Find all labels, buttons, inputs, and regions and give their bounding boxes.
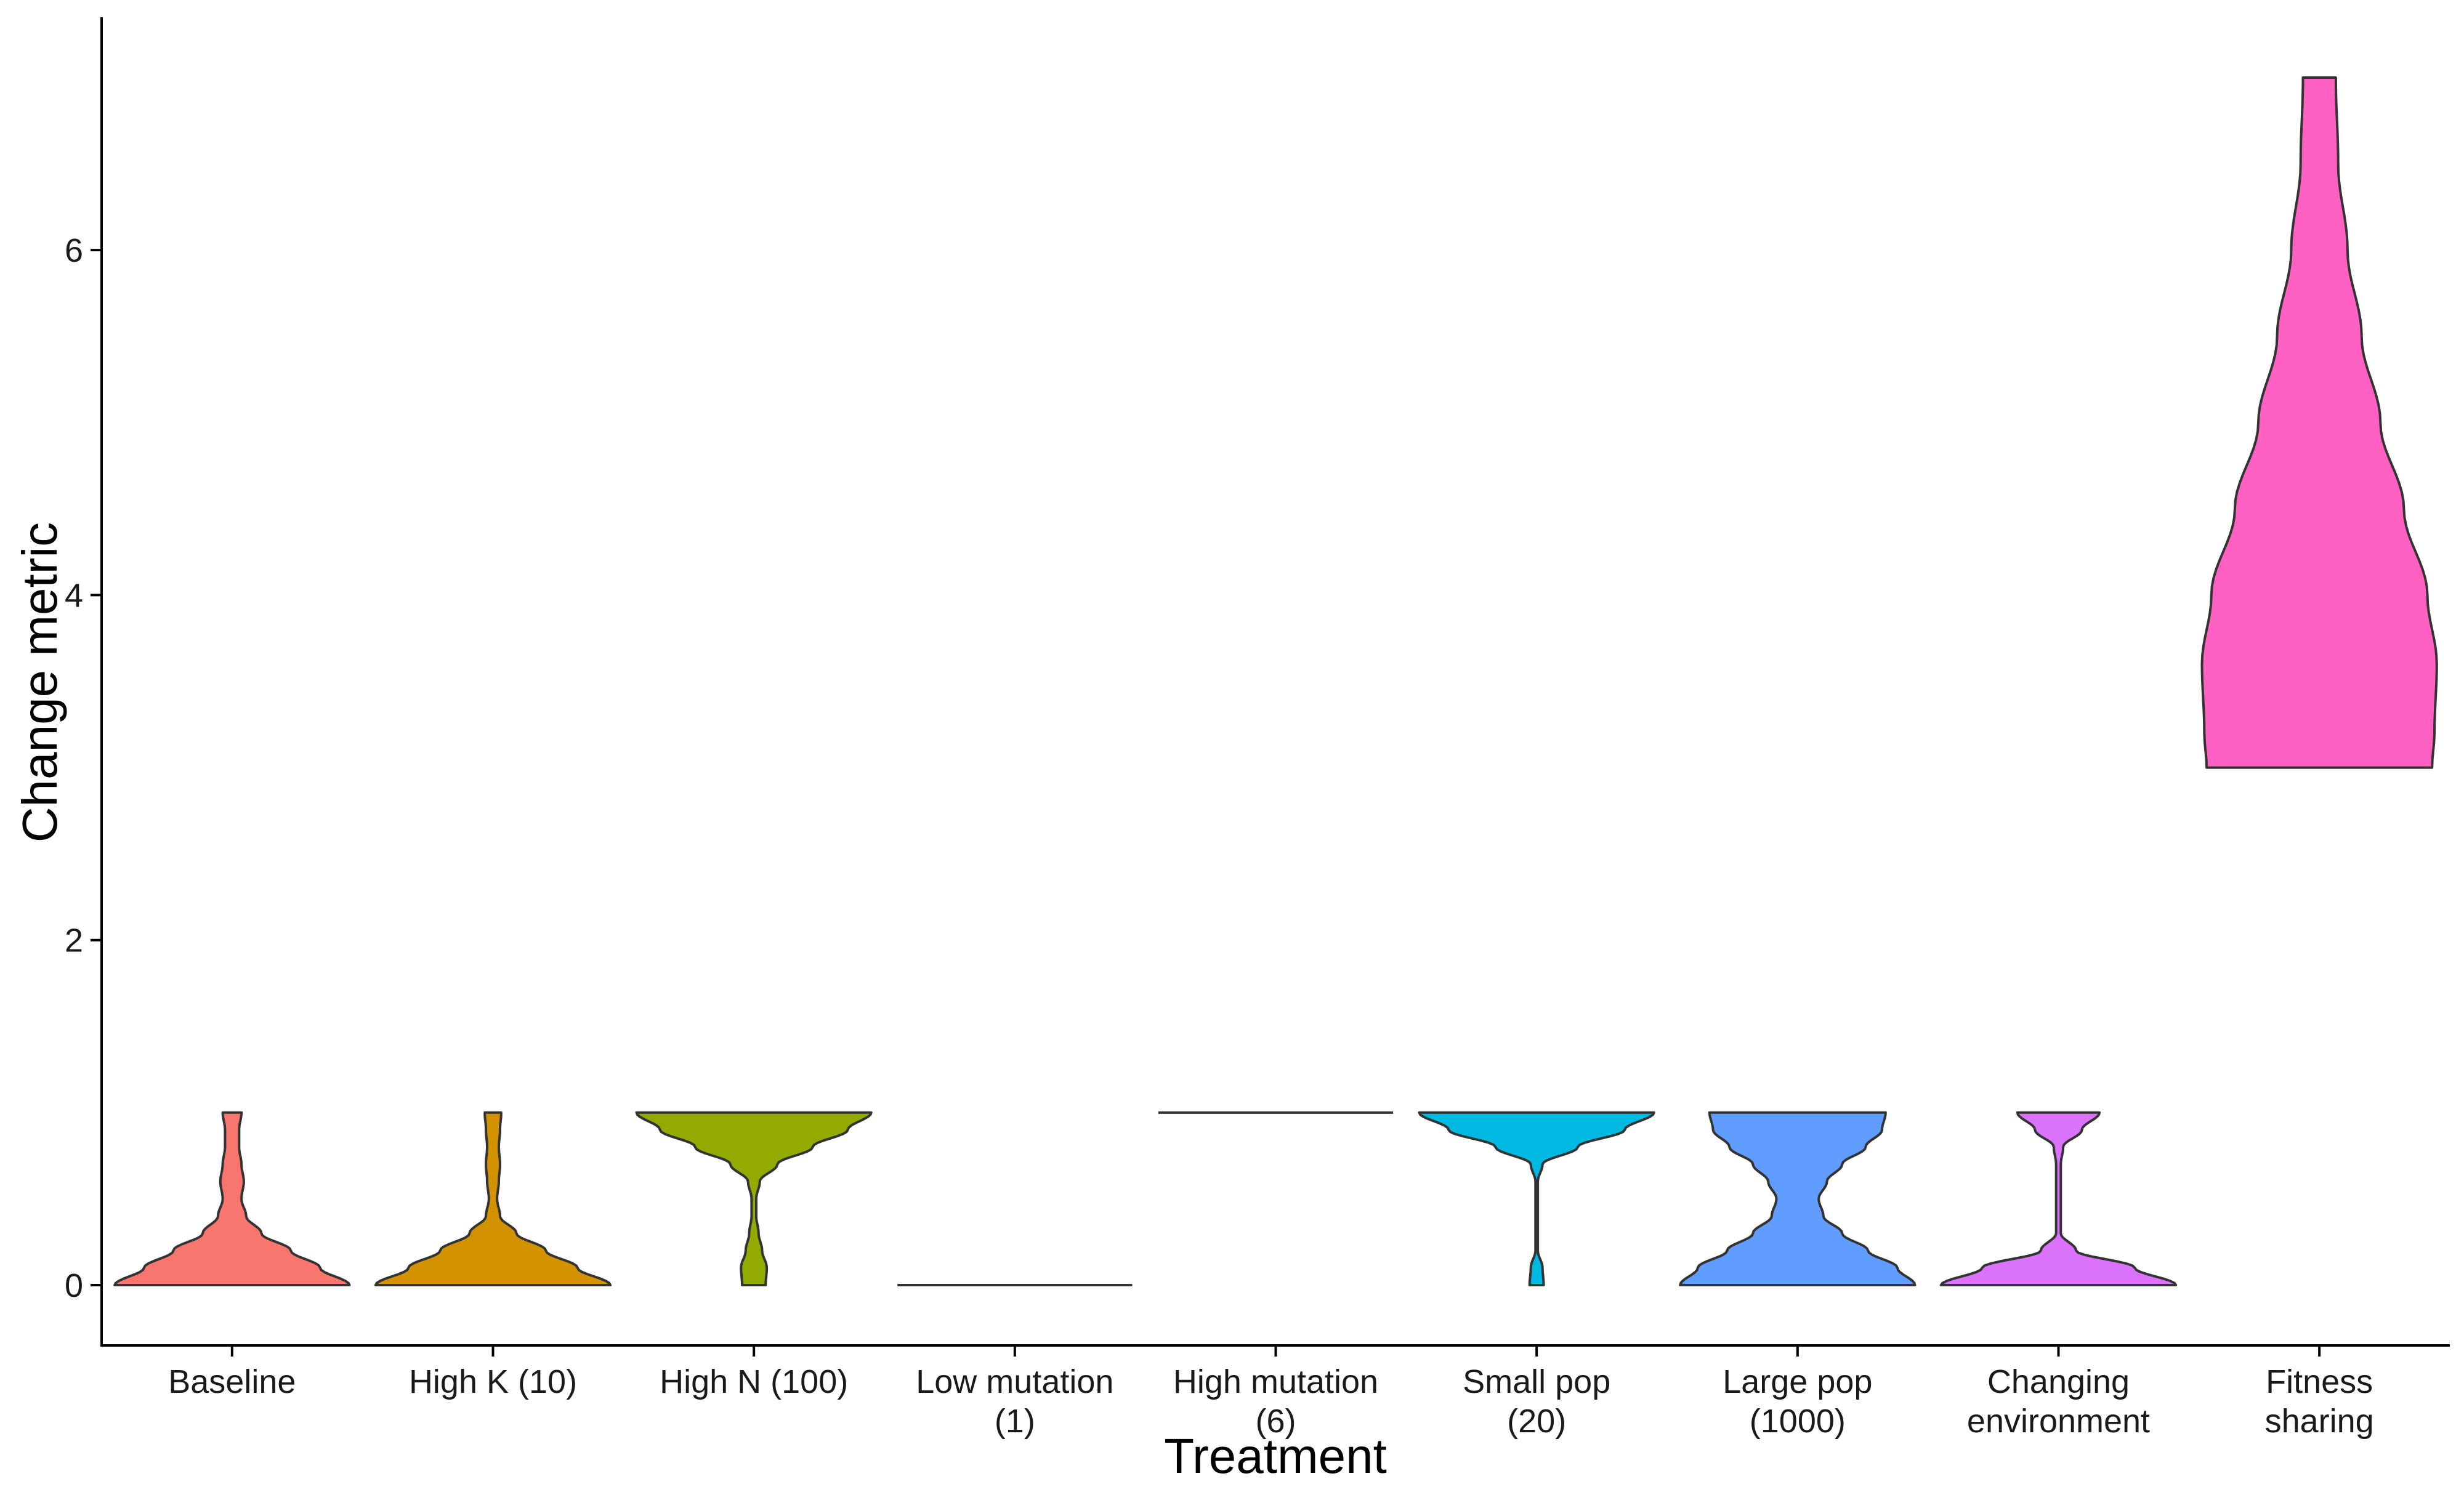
x-tick-label: Baseline (168, 1363, 296, 1400)
x-tick-label: Small pop (20) (1463, 1363, 1610, 1440)
x-axis-title: Treatment (1164, 1429, 1387, 1483)
violin-shape (2200, 76, 2438, 769)
x-tick-label: Large pop (1000) (1723, 1363, 1872, 1440)
y-tick-label: 6 (65, 232, 83, 269)
x-tick-label: High mutation (6) (1173, 1363, 1378, 1440)
violin-shape (1939, 1111, 2178, 1286)
x-axis-ticks: Baseline High K (10) High N (100) Low mutat… (168, 1345, 2374, 1440)
y-tick-label: 2 (65, 922, 83, 959)
violin-shape (1679, 1111, 1917, 1286)
y-tick-label: 4 (65, 577, 83, 614)
violin-shape (1418, 1111, 1655, 1286)
x-tick-label: Low mutation (1) (916, 1363, 1113, 1440)
x-tick-label: Changing environment (1967, 1363, 2150, 1440)
violins-layer (113, 76, 2438, 1286)
x-tick-label: Fitness sharing (2265, 1363, 2374, 1440)
violin-shape (113, 1111, 351, 1286)
y-tick-label: 0 (65, 1267, 83, 1304)
x-tick-label: High N (100) (660, 1363, 848, 1400)
violin-shape (374, 1111, 612, 1286)
x-tick-label: High K (10) (409, 1363, 577, 1400)
y-axis-ticks: 0 2 4 6 (65, 232, 102, 1304)
violin-shape (635, 1111, 873, 1286)
y-axis-title: Change metric (12, 522, 67, 842)
